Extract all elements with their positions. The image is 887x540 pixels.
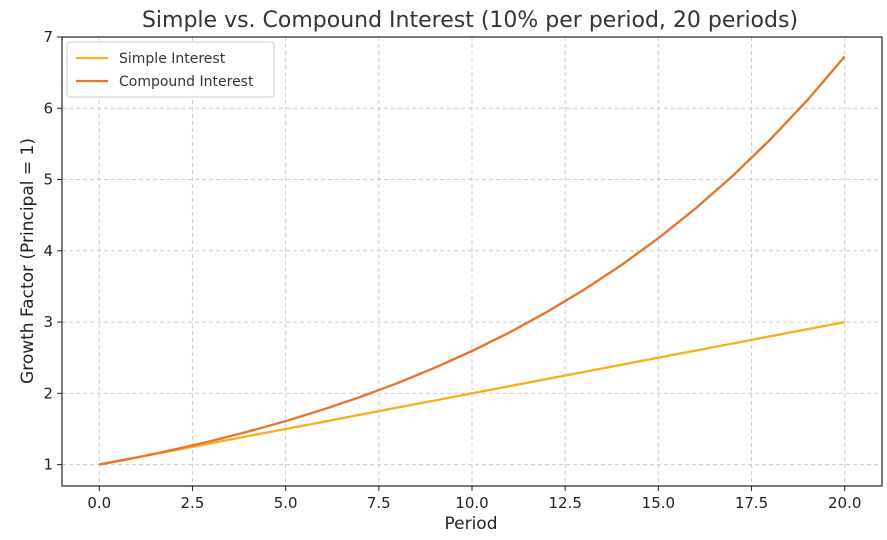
x-axis-label: Period	[444, 514, 497, 534]
y-tick-label: 1	[43, 456, 53, 474]
x-tick-label: 12.5	[548, 494, 581, 512]
grid	[62, 36, 882, 486]
x-tick-label: 0.0	[87, 494, 111, 512]
y-axis-label: Growth Factor (Principal = 1)	[18, 138, 38, 384]
y-tick-label: 4	[43, 242, 53, 260]
y-tick-label: 3	[43, 313, 53, 331]
legend: Simple Interest Compound Interest	[66, 41, 275, 98]
x-tick-label: 2.5	[181, 494, 205, 512]
series-lines	[99, 55, 846, 466]
y-axis-ticks: 1 2 3 4 5 6 7	[43, 28, 62, 474]
y-tick-label: 7	[43, 28, 53, 46]
series-line-compound	[99, 55, 846, 466]
chart-title: Simple vs. Compound Interest (10% per pe…	[142, 8, 798, 33]
x-tick-label: 17.5	[735, 494, 768, 512]
x-tick-label: 10.0	[455, 494, 488, 512]
y-tick-label: 6	[43, 99, 53, 117]
series-line-simple	[99, 320, 845, 466]
x-axis-ticks: 0.0 2.5 5.0 7.5 10.0 12.5 15.0 17.5 20.0	[87, 486, 861, 512]
legend-label-simple: Simple Interest	[119, 51, 226, 67]
x-tick-label: 5.0	[274, 494, 298, 512]
x-tick-label: 7.5	[367, 494, 391, 512]
x-tick-label: 20.0	[828, 494, 861, 512]
y-tick-label: 5	[43, 171, 53, 189]
legend-box	[66, 41, 275, 98]
x-tick-label: 15.0	[642, 494, 675, 512]
legend-label-compound: Compound Interest	[119, 74, 254, 90]
y-tick-label: 2	[43, 384, 53, 402]
